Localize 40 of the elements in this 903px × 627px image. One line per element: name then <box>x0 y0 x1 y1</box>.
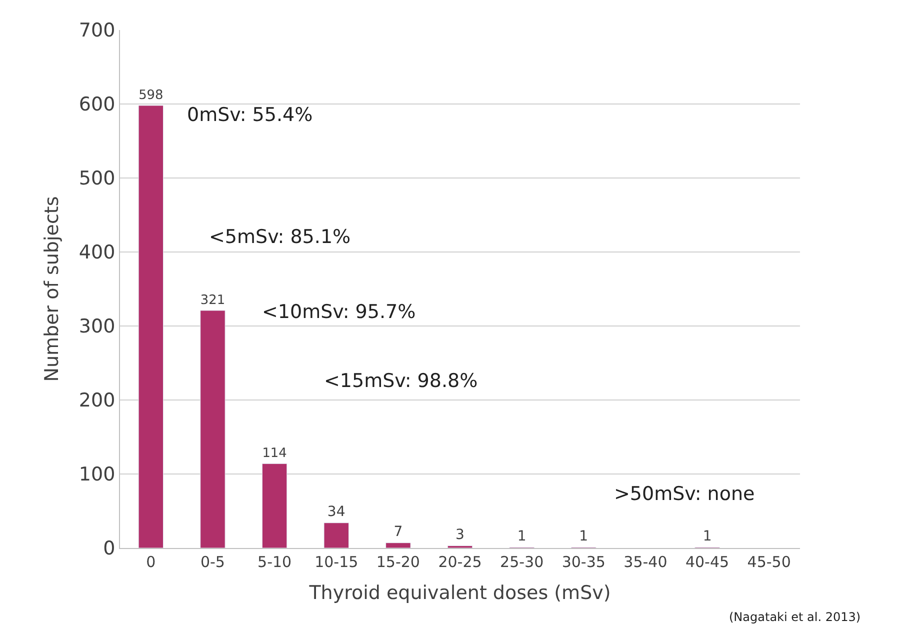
bar <box>200 310 226 548</box>
data-label: 3 <box>456 526 464 543</box>
x-tick-label: 0 <box>146 553 156 571</box>
annotation: >50mSv: none <box>614 483 755 505</box>
x-tick-label: 25-30 <box>500 553 544 571</box>
x-tick-label: 10-15 <box>314 553 358 571</box>
x-tick-label: 20-25 <box>438 553 482 571</box>
bar <box>262 463 288 548</box>
x-tick-label: 5-10 <box>258 553 292 571</box>
data-label: 114 <box>262 446 287 461</box>
data-label: 7 <box>394 524 403 540</box>
x-tick-label: 30-35 <box>562 553 606 571</box>
y-tick-label: 300 <box>78 316 116 338</box>
y-tick-label: 100 <box>78 464 116 486</box>
annotation: <10mSv: 95.7% <box>262 301 416 323</box>
y-tick-label: 400 <box>78 242 116 264</box>
y-tick-label: 500 <box>78 168 116 190</box>
x-tick-label: 35-40 <box>624 553 668 571</box>
annotation: 0mSv: 55.4% <box>187 104 313 126</box>
data-label: 1 <box>702 528 712 544</box>
annotation: <15mSv: 98.8% <box>324 370 478 392</box>
x-tick-label: 40-45 <box>685 553 730 571</box>
data-label: 34 <box>327 504 346 520</box>
data-label: 1 <box>517 528 526 544</box>
bar <box>138 105 164 548</box>
data-label: 1 <box>579 528 588 544</box>
y-axis-title: Number of subjects <box>40 196 63 382</box>
y-tick-label: 700 <box>78 20 116 42</box>
bar <box>386 542 411 548</box>
data-label: 321 <box>200 292 226 308</box>
data-label: 598 <box>138 88 164 103</box>
x-tick-label: 0-5 <box>200 553 225 571</box>
bar <box>324 522 349 548</box>
annotation: <5mSv: 85.1% <box>209 226 351 248</box>
x-tick-label: 45-50 <box>747 553 791 571</box>
x-axis-title: Thyroid equivalent doses (mSv) <box>308 582 611 604</box>
text: (Nagataki et al. 2013) <box>729 610 861 624</box>
y-tick-label: 600 <box>78 94 116 116</box>
y-tick-label: 200 <box>78 390 116 412</box>
x-tick-label: 15-20 <box>376 553 420 571</box>
